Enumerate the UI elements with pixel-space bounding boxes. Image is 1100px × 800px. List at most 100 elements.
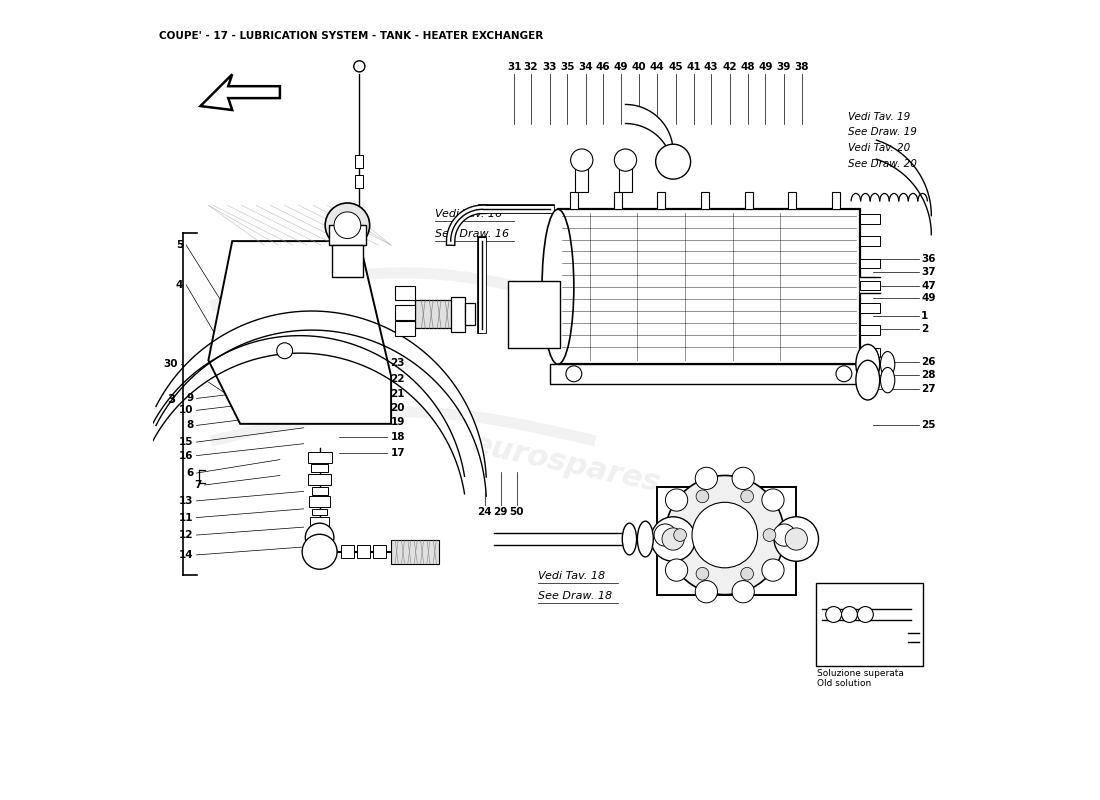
Bar [395,306,415,320]
Text: 32: 32 [524,62,538,72]
Text: Soluzione superata: Soluzione superata [817,669,904,678]
Text: 20: 20 [390,403,405,413]
Circle shape [740,490,754,502]
Text: See Draw. 19: See Draw. 19 [848,127,916,138]
Text: 1: 1 [921,310,928,321]
Text: Vedi Tav. 16: Vedi Tav. 16 [434,210,502,219]
Bar [658,487,796,594]
Text: 8: 8 [186,421,194,430]
Circle shape [826,606,842,622]
Circle shape [692,502,758,568]
Bar [701,192,708,210]
Bar [358,546,370,558]
Bar [832,192,840,210]
Text: 39: 39 [777,62,791,72]
Text: 42: 42 [723,62,737,72]
Bar [310,517,329,526]
Ellipse shape [637,521,653,557]
Text: 33: 33 [542,62,558,72]
Text: 38: 38 [794,62,810,72]
Bar [329,226,365,245]
Text: 40: 40 [631,62,647,72]
Text: 15: 15 [179,437,194,447]
Bar [465,303,474,326]
Text: See Draw. 16: See Draw. 16 [434,229,509,239]
Text: Vedi Tav. 19: Vedi Tav. 19 [848,111,910,122]
Circle shape [733,467,755,490]
Ellipse shape [542,210,574,364]
Bar [816,582,923,666]
Text: eurospares: eurospares [222,310,417,378]
Bar [658,192,666,210]
Bar [860,258,880,268]
Text: 4: 4 [176,280,183,290]
Text: 46: 46 [596,62,611,72]
Circle shape [565,366,582,382]
Bar [451,297,465,332]
Circle shape [334,212,361,238]
Text: 6: 6 [186,468,194,478]
Text: 13: 13 [179,496,194,506]
Text: 27: 27 [921,384,936,394]
Circle shape [836,366,851,382]
Circle shape [696,490,708,502]
Bar [311,486,328,494]
Text: 43: 43 [704,62,718,72]
Text: 30: 30 [164,359,178,370]
Text: 17: 17 [390,448,405,458]
Circle shape [277,342,293,358]
Bar [312,509,327,515]
Bar [355,155,363,168]
Ellipse shape [880,351,894,377]
Circle shape [842,606,858,622]
Text: 11: 11 [179,513,194,522]
Bar [570,192,578,210]
Text: 44: 44 [650,62,664,72]
Circle shape [326,203,370,247]
Bar [395,286,415,300]
Circle shape [696,567,708,580]
Text: 36: 36 [921,254,935,264]
Text: 49: 49 [758,62,772,72]
Bar [415,300,454,329]
Bar [860,326,880,335]
Bar [860,347,880,357]
Circle shape [695,467,717,490]
Ellipse shape [623,523,637,555]
Bar [309,496,330,507]
Circle shape [740,567,754,580]
Text: COUPE' - 17 - LUBRICATION SYSTEM - TANK - HEATER EXCHANGER: COUPE' - 17 - LUBRICATION SYSTEM - TANK … [160,30,543,41]
Text: Vedi Tav. 20: Vedi Tav. 20 [848,143,910,154]
Text: See Draw. 18: See Draw. 18 [538,590,613,601]
Text: 3: 3 [167,394,175,406]
Text: 49: 49 [614,62,628,72]
Bar [308,474,331,485]
Bar [860,214,880,224]
Text: 23: 23 [390,358,405,369]
Circle shape [666,489,688,511]
Circle shape [773,524,795,546]
Text: Old solution: Old solution [817,679,871,688]
Circle shape [654,524,676,546]
Text: 9: 9 [186,394,194,403]
Text: 16: 16 [179,450,194,461]
Circle shape [666,559,688,581]
Ellipse shape [880,367,894,393]
Bar [312,536,327,544]
Text: 24: 24 [826,594,839,602]
Circle shape [733,581,755,603]
Circle shape [651,517,695,562]
Text: 29: 29 [494,507,508,518]
Circle shape [306,523,334,552]
Circle shape [858,606,873,622]
Circle shape [662,528,684,550]
Text: 34: 34 [579,62,593,72]
Text: 35: 35 [560,62,574,72]
Bar [508,281,560,348]
Text: 28: 28 [921,370,935,380]
Circle shape [666,475,784,594]
Bar [550,364,868,384]
Text: See Draw. 20: See Draw. 20 [848,159,916,170]
Bar [311,464,329,472]
Text: 28: 28 [843,594,855,602]
